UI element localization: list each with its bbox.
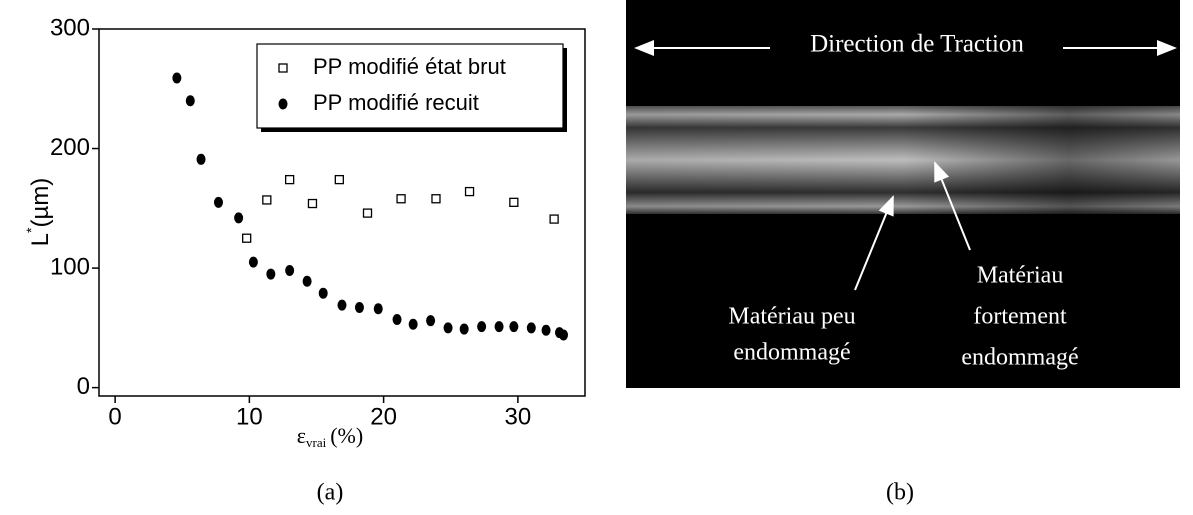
marker (509, 321, 519, 333)
arrow-right-label (934, 161, 971, 251)
fiber-shade (626, 106, 1180, 214)
y-axis-label-sup: * (23, 227, 39, 233)
right-label: Matériau (977, 263, 1064, 289)
marker (242, 233, 252, 243)
plot-frame (98, 28, 586, 397)
marker (559, 329, 569, 341)
marker (266, 268, 276, 280)
marker (494, 321, 504, 333)
marker (248, 256, 258, 268)
marker (392, 313, 402, 325)
marker (431, 194, 441, 204)
y-axis-label-unit: (µm) (27, 178, 54, 228)
marker (408, 318, 418, 330)
marker (464, 186, 475, 197)
marker (337, 299, 347, 311)
marker (285, 264, 295, 276)
marker (213, 196, 223, 208)
right-label: endommagé (961, 345, 1078, 371)
marker (354, 302, 364, 314)
legend-label: PP modifié état brut (313, 54, 506, 79)
x-axis-label: εvrai (%) (297, 423, 363, 450)
marker (373, 303, 383, 315)
marker (234, 212, 244, 224)
y-tick-label: 0 (77, 373, 90, 400)
marker (541, 324, 551, 336)
right-label: fortement (973, 304, 1067, 330)
marker (172, 72, 182, 84)
x-tick-label: 10 (236, 403, 263, 430)
marker (526, 322, 536, 334)
marker (196, 153, 206, 165)
photo: Direction de Traction Matériau peu endom… (626, 0, 1180, 388)
marker (334, 174, 344, 185)
marker (426, 315, 436, 327)
legend-marker (278, 63, 288, 73)
x-tick-label: 30 (505, 403, 532, 430)
marker (459, 323, 469, 335)
marker (318, 287, 328, 299)
y-tick-label: 100 (50, 253, 90, 280)
left-label: Matériau peu (728, 304, 855, 330)
marker (262, 195, 272, 205)
marker (284, 174, 295, 185)
caption-a: (a) (317, 480, 344, 506)
direction-label: Direction de Traction (810, 31, 1024, 58)
marker (443, 322, 453, 334)
left-label: endommagé (733, 340, 850, 366)
arrow-left-label (854, 195, 894, 291)
x-axis-label-unit: (%) (330, 423, 363, 448)
marker (362, 208, 373, 218)
y-tick-label: 300 (50, 14, 90, 41)
marker (185, 95, 195, 107)
marker (509, 197, 519, 207)
y-tick-label: 200 (50, 134, 90, 161)
marker (396, 194, 406, 204)
marker (302, 275, 312, 287)
legend-marker (278, 98, 288, 110)
x-axis-label-main: ε (297, 423, 306, 448)
x-tick-label: 20 (370, 403, 397, 430)
marker (549, 214, 559, 224)
caption-b: (b) (886, 480, 914, 506)
legend (256, 43, 564, 129)
y-axis-label-main: L (27, 233, 54, 246)
marker (477, 321, 487, 333)
marker (307, 198, 318, 209)
legend-label: PP modifié recuit (313, 90, 479, 115)
y-axis-label: L*(µm) (23, 178, 55, 247)
x-axis-label-sub: vrai (306, 435, 327, 450)
x-tick-label: 0 (108, 403, 121, 430)
